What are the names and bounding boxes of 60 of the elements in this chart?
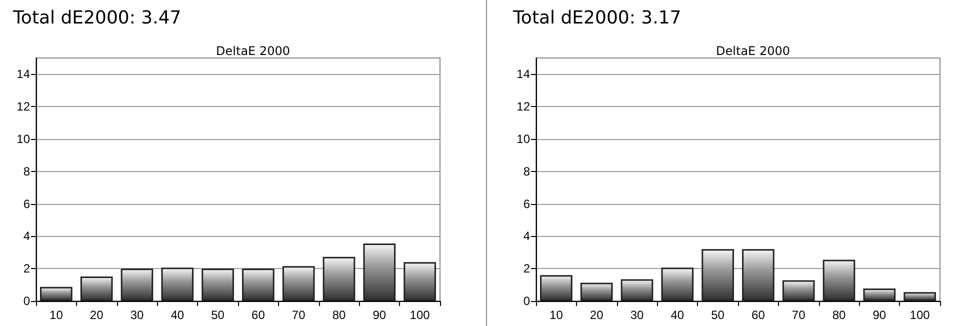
x-tick-label: 70 xyxy=(292,308,306,322)
bar xyxy=(580,282,613,301)
bar xyxy=(702,249,734,301)
y-tick-label: 4 xyxy=(23,229,30,244)
x-tick-label: 60 xyxy=(252,308,266,322)
x-tick-label: 10 xyxy=(50,308,64,322)
y-tick-label: 14 xyxy=(16,67,30,82)
bar xyxy=(322,256,356,301)
x-tick-label: 90 xyxy=(372,308,386,322)
bar xyxy=(540,275,572,301)
y-tick-label: 0 xyxy=(23,294,30,308)
x-tick-label: 90 xyxy=(872,308,886,322)
y-tick-label: 12 xyxy=(516,100,530,114)
x-tick-label: 80 xyxy=(332,308,346,322)
y-tick-label: 4 xyxy=(523,229,530,244)
y-tick-label: 6 xyxy=(23,196,30,211)
y-tick-label: 0 xyxy=(523,294,530,308)
x-tick-label: 80 xyxy=(832,308,846,322)
x-tick-label: 60 xyxy=(752,308,766,322)
bar xyxy=(202,268,234,301)
y-tick-label: 10 xyxy=(516,132,530,146)
chart-title: Total dE2000: 3.47 xyxy=(12,8,182,28)
bar xyxy=(782,280,815,301)
y-tick-label: 10 xyxy=(16,132,30,146)
bar xyxy=(904,292,936,301)
bar xyxy=(40,286,72,301)
y-tick-label: 2 xyxy=(523,262,530,276)
x-tick-label: 40 xyxy=(670,308,684,322)
bar xyxy=(242,268,274,301)
bar xyxy=(742,249,774,301)
x-tick-label: 100 xyxy=(910,308,930,322)
chart-subtitle: DeltaE 2000 xyxy=(216,44,290,58)
chart-title: Total dE2000: 3.17 xyxy=(512,8,682,28)
x-tick-label: 50 xyxy=(711,308,725,322)
x-tick-label: 50 xyxy=(211,308,225,322)
bar xyxy=(822,260,856,301)
x-tick-label: 100 xyxy=(410,308,430,322)
bar xyxy=(863,288,896,301)
x-tick-label: 20 xyxy=(90,308,104,322)
bar xyxy=(363,243,396,301)
x-tick-label: 40 xyxy=(170,308,184,322)
bar xyxy=(404,262,436,301)
x-tick-label: 30 xyxy=(130,308,144,322)
y-tick-label: 2 xyxy=(23,262,30,276)
y-tick-label: 6 xyxy=(523,196,530,211)
bar xyxy=(161,268,194,301)
bar xyxy=(80,276,113,301)
y-tick-label: 8 xyxy=(23,164,30,178)
x-tick-label: 20 xyxy=(590,308,604,322)
y-tick-label: 12 xyxy=(16,100,30,114)
x-tick-label: 30 xyxy=(630,308,644,322)
y-tick-label: 8 xyxy=(523,164,530,178)
x-tick-label: 10 xyxy=(550,308,564,322)
bar xyxy=(120,268,154,301)
bar xyxy=(661,268,694,301)
y-tick-label: 14 xyxy=(516,67,530,82)
bar xyxy=(620,279,654,301)
x-tick-label: 70 xyxy=(792,308,806,322)
bar xyxy=(282,266,315,301)
chart-subtitle: DeltaE 2000 xyxy=(716,44,790,58)
